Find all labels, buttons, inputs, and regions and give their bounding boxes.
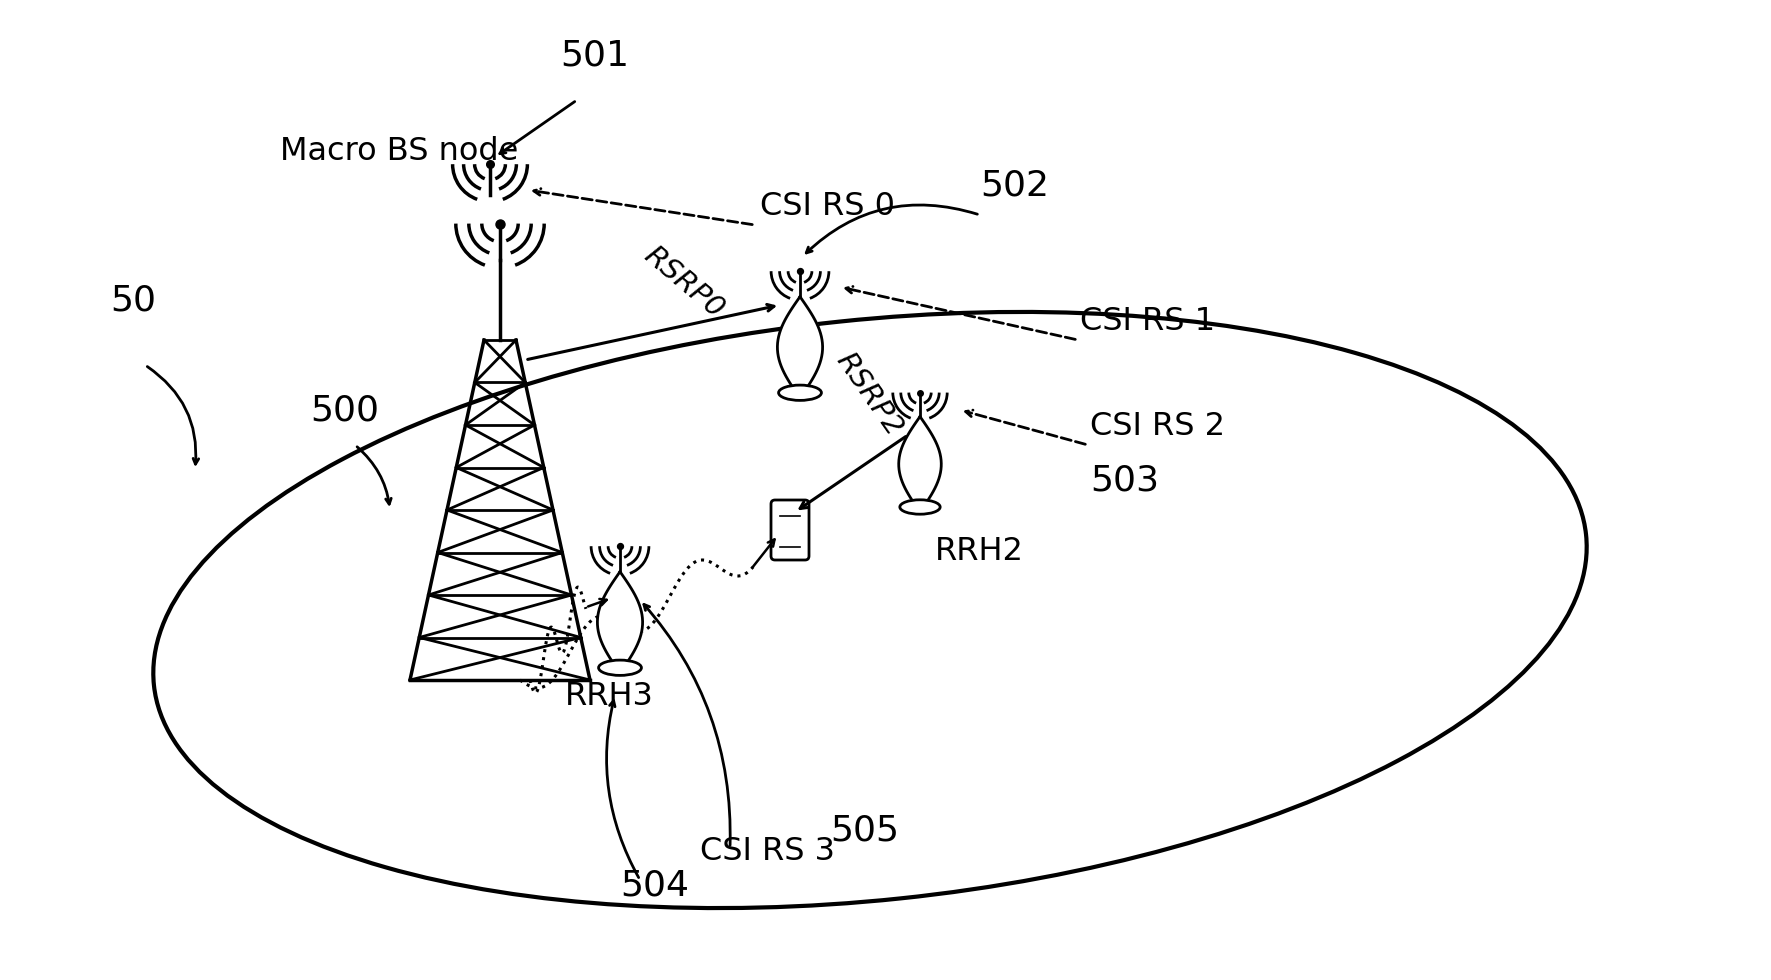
Ellipse shape <box>900 500 940 514</box>
FancyBboxPatch shape <box>770 500 809 560</box>
Text: 500: 500 <box>310 393 379 427</box>
Text: RSRP0: RSRP0 <box>638 241 730 324</box>
Ellipse shape <box>779 385 822 401</box>
Text: RSRP2: RSRP2 <box>831 347 907 441</box>
Text: Macro BS node: Macro BS node <box>280 136 519 167</box>
Text: CSI RS 1: CSI RS 1 <box>1080 306 1215 337</box>
Text: RRH3: RRH3 <box>565 681 653 712</box>
Text: 502: 502 <box>979 168 1048 202</box>
Text: 504: 504 <box>620 868 689 902</box>
Text: CSI RS 0: CSI RS 0 <box>760 191 894 222</box>
Text: 501: 501 <box>560 38 629 72</box>
Text: 503: 503 <box>1089 463 1158 497</box>
Text: 50: 50 <box>110 283 156 317</box>
Text: 505: 505 <box>831 813 900 847</box>
Text: CSI RS 3: CSI RS 3 <box>700 836 834 867</box>
Text: CSI RS 2: CSI RS 2 <box>1089 411 1226 442</box>
Ellipse shape <box>599 661 641 675</box>
Text: RRH2: RRH2 <box>935 536 1024 567</box>
